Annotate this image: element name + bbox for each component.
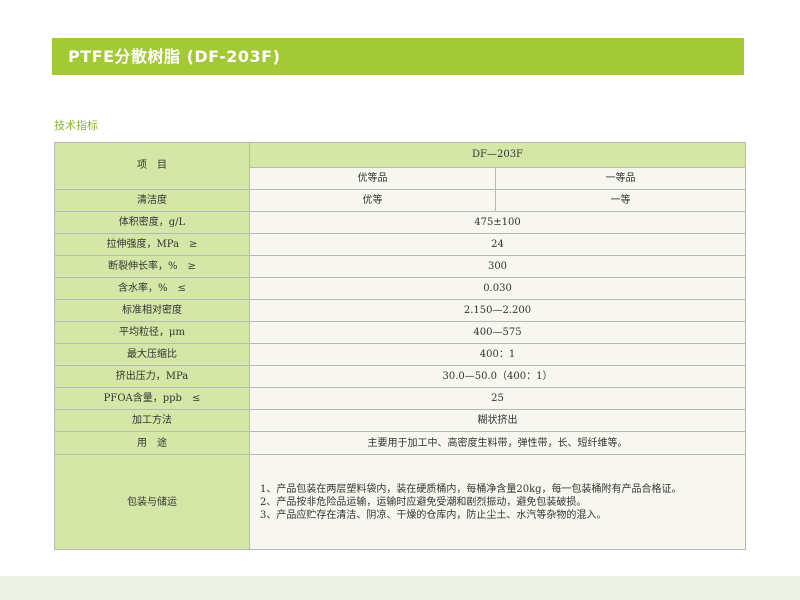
table-row: 标准相对密度 2.150—2.200 [54, 299, 747, 322]
table-row: 最大压缩比 400：1 [54, 343, 747, 366]
grade-first-header: 一等品 [494, 167, 747, 190]
packing-row: 包装与储运 1、产品包装在两层塑料袋内，装在硬质桶内，每桶净含量20kg，每一包… [54, 454, 747, 550]
table-row: 清洁度 优等 一等 [54, 189, 747, 212]
row-label: PFOA含量，ppb ≤ [54, 387, 250, 410]
row-value: 475±100 [248, 211, 747, 234]
row-label: 加工方法 [54, 409, 250, 432]
table-row: 断裂伸长率，% ≥ 300 [54, 255, 747, 278]
row-label: 清洁度 [54, 189, 250, 212]
packing-line-3: 3、产品应贮存在清洁、阴凉、干燥的仓库内，防止尘土、水汽等杂物的混入。 [260, 509, 607, 521]
table-header-row: 项 目 DF—203F [54, 142, 747, 190]
packing-line-1: 1、产品包装在两层塑料袋内，装在硬质桶内，每桶净含量20kg，每一包装桶附有产品… [260, 483, 682, 495]
footer-strip [0, 576, 800, 600]
table-row: 含水率，% ≤ 0.030 [54, 277, 747, 300]
row-value: 25 [248, 387, 747, 410]
row-label: 标准相对密度 [54, 299, 250, 322]
row-label: 平均粒径，μm [54, 321, 250, 344]
table-row: 平均粒径，μm 400—575 [54, 321, 747, 344]
packing-text: 1、产品包装在两层塑料袋内，装在硬质桶内，每桶净含量20kg，每一包装桶附有产品… [248, 454, 747, 550]
grade-header-row: 优等品 一等品 [55, 167, 747, 190]
page-title: PTFE分散树脂 (DF-203F) [52, 38, 744, 75]
table-row: 体积密度，g/L 475±100 [54, 211, 747, 234]
row-value-first: 一等 [494, 189, 747, 212]
spec-table: 项 目 DF—203F 优等品 一等品 清洁度 优等 一等 体积密度，g/L 4… [54, 142, 747, 550]
item-header: 项 目 [54, 142, 250, 190]
product-header: DF—203F [248, 142, 747, 168]
row-value: 主要用于加工中、高密度生料带，弹性带，长、短纤维等。 [248, 431, 747, 455]
grade-superior-header: 优等品 [249, 167, 496, 190]
table-row: 挤出压力，MPa 30.0—50.0（400：1） [54, 365, 747, 388]
row-label: 含水率，% ≤ [54, 277, 250, 300]
row-value-superior: 优等 [249, 189, 496, 212]
row-value: 300 [248, 255, 747, 278]
row-value: 400—575 [248, 321, 747, 344]
row-value: 0.030 [248, 277, 747, 300]
row-label: 断裂伸长率，% ≥ [54, 255, 250, 278]
packing-label: 包装与储运 [54, 454, 250, 550]
row-value: 糊状挤出 [248, 409, 747, 432]
table-row: 拉伸强度，MPa ≥ 24 [54, 233, 747, 256]
table-row: 用 途 主要用于加工中、高密度生料带，弹性带，长、短纤维等。 [54, 431, 747, 455]
table-row: 加工方法 糊状挤出 [54, 409, 747, 432]
row-value: 24 [248, 233, 747, 256]
section-title: 技术指标 [54, 119, 98, 132]
row-label: 用 途 [54, 431, 250, 455]
row-label: 挤出压力，MPa [54, 365, 250, 388]
row-label: 拉伸强度，MPa ≥ [54, 233, 250, 256]
row-value: 30.0—50.0（400：1） [248, 365, 747, 388]
row-value: 400：1 [248, 343, 747, 366]
row-value: 2.150—2.200 [248, 299, 747, 322]
row-label: 体积密度，g/L [54, 211, 250, 234]
packing-line-2: 2、产品按非危险品运输，运输时应避免受潮和剧烈振动，避免包装破损。 [260, 496, 587, 508]
table-row: PFOA含量，ppb ≤ 25 [54, 387, 747, 410]
row-label: 最大压缩比 [54, 343, 250, 366]
